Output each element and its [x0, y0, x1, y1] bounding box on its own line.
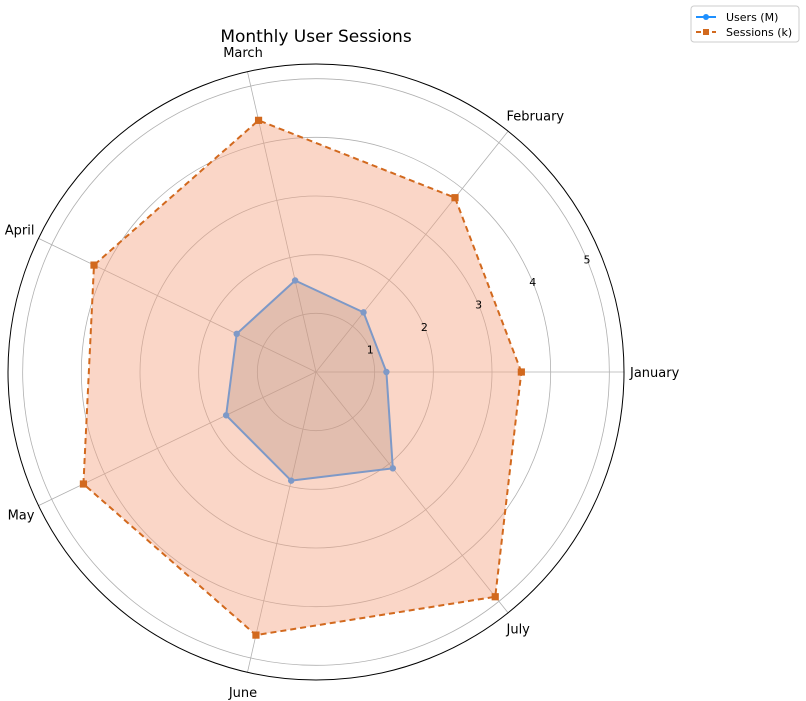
category-label-april: April	[5, 224, 35, 239]
radial-tick-label-5: 5	[584, 254, 591, 267]
chart-title: Monthly User Sessions	[220, 27, 411, 47]
radial-tick-label-4: 4	[529, 276, 536, 289]
spoke-july	[315, 371, 509, 614]
point-sessions-july	[491, 593, 499, 601]
spoke-april	[38, 238, 317, 373]
polar-grid	[7, 63, 625, 681]
radial-tick-label-2: 2	[421, 321, 428, 334]
legend-entry-users: Users (M)	[696, 11, 778, 24]
category-label-march: March	[223, 46, 263, 61]
point-sessions-january	[517, 368, 525, 376]
category-label-july: July	[506, 622, 531, 637]
point-sessions-june	[252, 631, 260, 639]
series-fill-users	[226, 280, 393, 481]
point-sessions-march	[254, 116, 263, 124]
spoke-june	[247, 371, 317, 673]
point-users-april	[233, 330, 240, 338]
category-label-may: May	[8, 508, 35, 523]
point-sessions-february	[451, 194, 459, 202]
series-line-users	[225, 279, 394, 482]
legend-frame	[690, 5, 800, 43]
point-users-june	[287, 477, 295, 484]
radial-tick-label-1: 1	[367, 344, 374, 357]
category-label-january: January	[629, 366, 680, 381]
point-users-july	[389, 465, 397, 472]
legend-marker-sessions	[703, 29, 709, 35]
legend: Users (M) Sessions (k)	[690, 5, 800, 43]
spoke-february	[315, 130, 509, 373]
point-users-march	[291, 277, 299, 284]
legend-marker-users	[703, 14, 709, 20]
category-label-june: June	[228, 686, 257, 701]
legend-label-sessions: Sessions (k)	[726, 26, 792, 39]
point-sessions-april	[90, 261, 98, 269]
category-label-february: February	[507, 110, 565, 125]
labels-layer: January February March April May June July 1 2 3 4…	[5, 46, 680, 701]
polar-frame	[7, 63, 625, 681]
legend-label-users: Users (M)	[726, 11, 778, 24]
radial-tick-label-3: 3	[475, 299, 482, 312]
point-users-may	[222, 412, 230, 419]
series-fill-sessions	[83, 120, 522, 636]
legend-entry-sessions: Sessions (k)	[696, 26, 792, 39]
series-layer	[79, 116, 525, 639]
point-users-february	[360, 309, 367, 316]
point-sessions-may	[79, 480, 88, 488]
series-line-sessions	[82, 119, 523, 637]
point-users-january	[383, 368, 390, 376]
